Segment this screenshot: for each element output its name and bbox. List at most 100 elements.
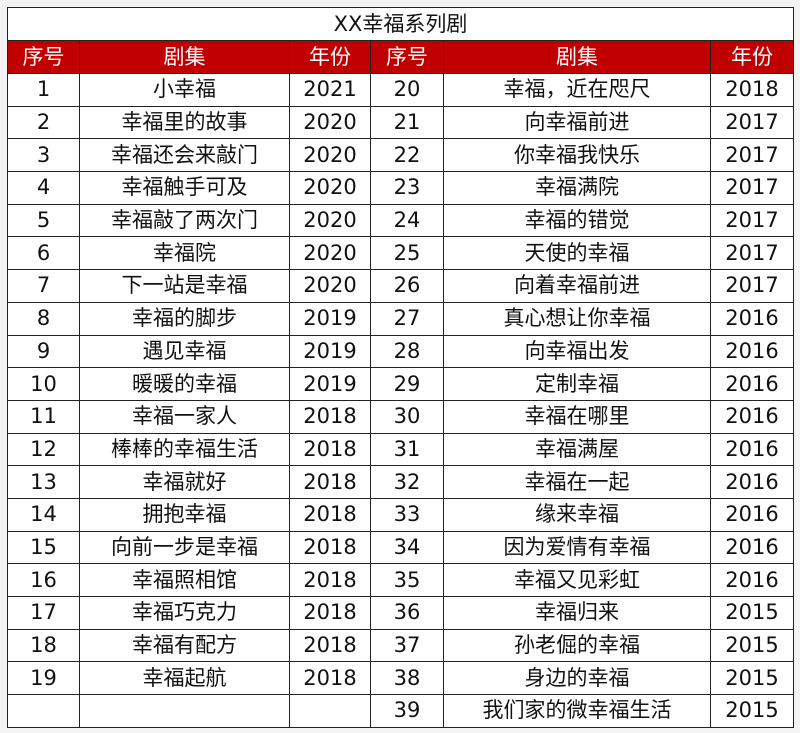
cell-year: 2017 <box>709 269 795 303</box>
cell-index: 32 <box>370 465 444 499</box>
table-row: 39 我们家的微幸福生活 2015 <box>7 694 795 728</box>
cell-title: 幸福满院 <box>443 171 711 205</box>
cell-title: 棒棒的幸福生活 <box>79 432 290 467</box>
cell-year: 2021 <box>289 73 371 107</box>
cell-year: 2018 <box>289 596 371 630</box>
cell-index <box>7 694 80 728</box>
cell-index: 8 <box>7 301 80 336</box>
cell-index: 30 <box>370 399 444 434</box>
cell-year: 2016 <box>709 530 795 565</box>
cell-index: 15 <box>7 530 80 565</box>
cell-year: 2018 <box>289 530 371 565</box>
cell-index: 33 <box>370 497 444 532</box>
cell-index: 20 <box>370 73 444 107</box>
cell-index: 7 <box>7 269 80 303</box>
cell-title: 因为爱情有幸福 <box>443 530 711 565</box>
cell-index: 25 <box>370 236 444 271</box>
cell-title: 幸福一家人 <box>79 399 290 434</box>
cell-year: 2018 <box>289 563 371 597</box>
header-index: 序号 <box>370 40 444 74</box>
cell-title: 幸福触手可及 <box>79 171 290 205</box>
cell-title: 拥抱幸福 <box>79 497 290 532</box>
cell-title: 孙老倔的幸福 <box>443 628 711 663</box>
cell-year: 2020 <box>289 105 371 140</box>
cell-year: 2018 <box>709 73 795 107</box>
cell-index: 18 <box>7 628 80 663</box>
cell-title: 缘来幸福 <box>443 497 711 532</box>
cell-year: 2015 <box>709 661 795 696</box>
cell-index: 35 <box>370 563 444 597</box>
cell-year: 2016 <box>709 497 795 532</box>
cell-title: 定制幸福 <box>443 367 711 401</box>
cell-title: 小幸福 <box>79 73 290 107</box>
cell-year: 2015 <box>709 628 795 663</box>
table-row: 16 幸福照相馆 2018 35 幸福又见彩虹 2016 <box>7 563 795 597</box>
cell-index: 11 <box>7 399 80 434</box>
cell-index: 23 <box>370 171 444 205</box>
table-row: 11 幸福一家人 2018 30 幸福在哪里 2016 <box>7 399 795 434</box>
cell-year: 2018 <box>289 661 371 696</box>
cell-index: 9 <box>7 334 80 369</box>
cell-title: 幸福有配方 <box>79 628 290 663</box>
drama-table: XX幸福系列剧 序号 剧集 年份 序号 剧集 年份 1 小幸福 2021 20 幸福，近… <box>6 7 795 728</box>
table-row: 8 幸福的脚步 2019 27 真心想让你幸福 2016 <box>7 301 795 336</box>
table-row: 9 遇见幸福 2019 28 向幸福出发 2016 <box>7 334 795 369</box>
cell-year: 2016 <box>709 301 795 336</box>
header-row: 序号 剧集 年份 序号 剧集 年份 <box>7 40 795 74</box>
table-row: 2 幸福里的故事 2020 21 向幸福前进 2017 <box>7 105 795 140</box>
table-row: 5 幸福敲了两次门 2020 24 幸福的错觉 2017 <box>7 203 795 238</box>
cell-title: 向幸福前进 <box>443 105 711 140</box>
header-title: 剧集 <box>79 40 290 74</box>
cell-title: 幸福里的故事 <box>79 105 290 140</box>
cell-index: 34 <box>370 530 444 565</box>
cell-title: 幸福在一起 <box>443 465 711 499</box>
cell-index: 3 <box>7 138 80 173</box>
cell-year: 2019 <box>289 334 371 369</box>
cell-title: 向幸福出发 <box>443 334 711 369</box>
cell-year: 2020 <box>289 236 371 271</box>
header-index: 序号 <box>7 40 80 74</box>
cell-title <box>79 694 290 728</box>
cell-year: 2018 <box>289 399 371 434</box>
cell-index: 37 <box>370 628 444 663</box>
cell-year: 2017 <box>709 203 795 238</box>
cell-year: 2017 <box>709 138 795 173</box>
cell-year: 2017 <box>709 236 795 271</box>
cell-index: 17 <box>7 596 80 630</box>
cell-index: 4 <box>7 171 80 205</box>
header-title: 剧集 <box>443 40 711 74</box>
cell-index: 36 <box>370 596 444 630</box>
cell-title: 我们家的微幸福生活 <box>443 694 711 728</box>
cell-index: 1 <box>7 73 80 107</box>
header-year: 年份 <box>289 40 371 74</box>
cell-index: 19 <box>7 661 80 696</box>
cell-title: 天使的幸福 <box>443 236 711 271</box>
cell-title: 暖暖的幸福 <box>79 367 290 401</box>
cell-title: 幸福在哪里 <box>443 399 711 434</box>
header-year: 年份 <box>709 40 795 74</box>
cell-index: 28 <box>370 334 444 369</box>
cell-title: 幸福，近在咫尺 <box>443 73 711 107</box>
table-row: 1 小幸福 2021 20 幸福，近在咫尺 2018 <box>7 73 795 107</box>
cell-year: 2018 <box>289 465 371 499</box>
table-row: 17 幸福巧克力 2018 36 幸福归来 2015 <box>7 596 795 630</box>
table-row: 6 幸福院 2020 25 天使的幸福 2017 <box>7 236 795 271</box>
cell-index: 6 <box>7 236 80 271</box>
table-title: XX幸福系列剧 <box>6 7 795 41</box>
cell-year: 2015 <box>709 596 795 630</box>
cell-title: 幸福的错觉 <box>443 203 711 238</box>
table-row: 12 棒棒的幸福生活 2018 31 幸福满屋 2016 <box>7 432 795 467</box>
cell-year: 2018 <box>289 628 371 663</box>
cell-year: 2016 <box>709 399 795 434</box>
cell-year: 2016 <box>709 432 795 467</box>
cell-title: 幸福还会来敲门 <box>79 138 290 173</box>
table-row: 14 拥抱幸福 2018 33 缘来幸福 2016 <box>7 497 795 532</box>
cell-index: 26 <box>370 269 444 303</box>
cell-index: 38 <box>370 661 444 696</box>
cell-year: 2020 <box>289 269 371 303</box>
cell-year <box>289 694 371 728</box>
table-row: 19 幸福起航 2018 38 身边的幸福 2015 <box>7 661 795 696</box>
cell-index: 29 <box>370 367 444 401</box>
cell-title: 向着幸福前进 <box>443 269 711 303</box>
cell-year: 2016 <box>709 465 795 499</box>
